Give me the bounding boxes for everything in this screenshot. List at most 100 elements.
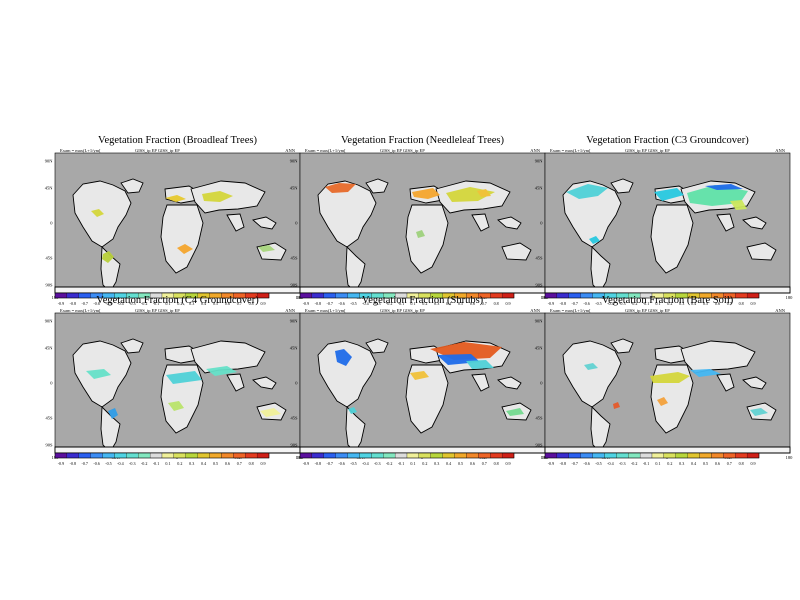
panel-center-label: GISS_ip EP GISS_ip EP xyxy=(625,308,670,313)
colorbar-label: -0.9 xyxy=(58,301,64,306)
latitude-tick-label: 45N xyxy=(45,346,54,351)
colorbar-label: 0.6 xyxy=(225,301,230,306)
vegetation-patch xyxy=(506,408,524,416)
map-plot: 90N45N045S90S18090W090E180 xyxy=(45,152,303,300)
colorbar-label: -0.9 xyxy=(58,461,64,466)
panel-title: Vegetation Fraction (Broadleaf Trees) xyxy=(98,135,257,146)
vegetation-patch xyxy=(584,363,598,370)
colorbar-label: -0.9 xyxy=(303,461,309,466)
colorbar-label: -0.4 xyxy=(362,461,368,466)
colorbar-swatch xyxy=(442,452,455,459)
colorbar-swatch xyxy=(149,452,163,459)
colorbar-swatch xyxy=(209,452,222,459)
panel-expression: Exam = max(L+1/ym[ xyxy=(60,148,101,153)
colorbar-label: 0.4 xyxy=(691,301,696,306)
latitude-tick-label: 90N xyxy=(290,159,299,164)
colorbar-label: -0.1 xyxy=(153,461,159,466)
colorbar-swatch xyxy=(394,452,408,459)
colorbar-label: -0.8 xyxy=(560,301,566,306)
land-mass xyxy=(716,373,735,392)
panel-bare-soil: Vegetation Fraction (Bare Soil) Exam = m… xyxy=(535,295,793,466)
panel-season: ANN xyxy=(285,308,295,313)
colorbar-swatch xyxy=(323,452,336,459)
land-mass xyxy=(742,216,767,230)
colorbar-label: -0.2 xyxy=(386,301,392,306)
colorbar-label: -0.5 xyxy=(105,301,111,306)
panel-c3-groundcover: Vegetation Fraction (C3 Groundcover) Exa… xyxy=(535,135,793,306)
land-mass xyxy=(317,340,377,408)
vegetation-patch xyxy=(410,371,429,380)
colorbar-swatch xyxy=(311,452,324,459)
colorbar-label: -0.1 xyxy=(153,301,159,306)
colorbar-frame xyxy=(544,452,760,459)
latitude-tick-label: 45N xyxy=(535,346,544,351)
colorbar-swatch xyxy=(347,452,360,459)
vegetation-patch xyxy=(91,209,104,217)
colorbar-swatch xyxy=(54,452,68,459)
colorbar-swatch xyxy=(256,452,270,459)
panel-season: ANN xyxy=(775,308,785,313)
latitude-tick-label: 45S xyxy=(535,256,543,261)
panel-season: ANN xyxy=(530,148,540,153)
colorbar: -0.9 -0.8 -0.7 -0.6 -0.5 -0.4 -0.3 -0.2 -0.1 0.1 0… xyxy=(299,292,515,306)
colorbar-swatch xyxy=(418,452,431,459)
vegetation-patch xyxy=(687,185,748,206)
colorbar-label: 0.1 xyxy=(655,461,660,466)
latitude-tick-label: 45N xyxy=(535,186,544,191)
vegetation-patch xyxy=(348,407,357,414)
colorbar-swatch xyxy=(639,452,653,459)
colorbar-swatch xyxy=(335,452,348,459)
longitude-tick-label: 180 xyxy=(786,455,794,460)
colorbar-label: 0.4 xyxy=(691,461,696,466)
land-mass xyxy=(544,446,791,454)
colorbar-label: -0.1 xyxy=(643,301,649,306)
colorbar-swatch xyxy=(454,452,467,459)
colorbar-label: 0.6 xyxy=(470,461,475,466)
land-mass xyxy=(544,286,791,294)
latitude-tick-label: 0 xyxy=(50,381,53,386)
land-mass xyxy=(365,178,389,194)
colorbar-swatch xyxy=(138,452,151,459)
colorbar-label: 0.2 xyxy=(422,301,427,306)
colorbar-swatch xyxy=(687,452,700,459)
land-mass xyxy=(405,364,449,434)
panel-expression: Exam = max(L+1/ym[ xyxy=(550,308,591,313)
land-mass xyxy=(746,242,777,261)
colorbar-label: 0.5 xyxy=(458,461,463,466)
colorbar-label: -0.6 xyxy=(93,461,99,466)
land-mass xyxy=(405,204,449,274)
colorbar-swatch xyxy=(616,452,629,459)
latitude-tick-label: 45S xyxy=(290,416,298,421)
latitude-tick-label: 45N xyxy=(290,186,299,191)
vegetation-patch xyxy=(168,401,184,411)
vegetation-patch xyxy=(260,408,281,417)
vegetation-patch xyxy=(202,191,233,202)
colorbar-label: 0.6 xyxy=(715,461,720,466)
colorbar: -0.9 -0.8 -0.7 -0.6 -0.5 -0.4 -0.3 -0.2 -0.1 0.1 0… xyxy=(544,452,760,466)
colorbar-swatch xyxy=(371,452,384,459)
colorbar: -0.9 -0.8 -0.7 -0.6 -0.5 -0.4 -0.3 -0.2 -0.1 0.1 0… xyxy=(544,292,760,306)
colorbar-label: 0.6 xyxy=(470,301,475,306)
land-mass xyxy=(610,178,634,194)
longitude-tick-label: 180 xyxy=(296,295,304,300)
colorbar-label: 0.5 xyxy=(703,301,708,306)
colorbar-label: -0.4 xyxy=(607,461,613,466)
latitude-tick-label: 90N xyxy=(535,319,544,324)
land-mass xyxy=(650,204,694,274)
colorbar-label: 0.6 xyxy=(225,461,230,466)
colorbar-swatch xyxy=(556,452,569,459)
colorbar-label: -0.5 xyxy=(595,461,601,466)
colorbar-label: -0.8 xyxy=(315,461,321,466)
colorbar-label: 0.2 xyxy=(177,461,182,466)
colorbar-swatch xyxy=(245,452,258,459)
colorbar-label: -0.7 xyxy=(81,461,87,466)
colorbar-swatch xyxy=(233,452,246,459)
panel-center-label: GISS_ip EP GISS_ip EP xyxy=(380,308,425,313)
colorbar-label: 0.2 xyxy=(177,301,182,306)
colorbar: -0.9 -0.8 -0.7 -0.6 -0.5 -0.4 -0.3 -0.2 -0.1 0.1 0… xyxy=(299,452,515,466)
colorbar-label: -0.7 xyxy=(571,301,577,306)
panel-expression: Exam = max(L+1/ym[ xyxy=(60,308,101,313)
colorbar-label: -0.5 xyxy=(350,461,356,466)
colorbar-swatch xyxy=(544,452,558,459)
colorbar-label: -0.5 xyxy=(595,301,601,306)
